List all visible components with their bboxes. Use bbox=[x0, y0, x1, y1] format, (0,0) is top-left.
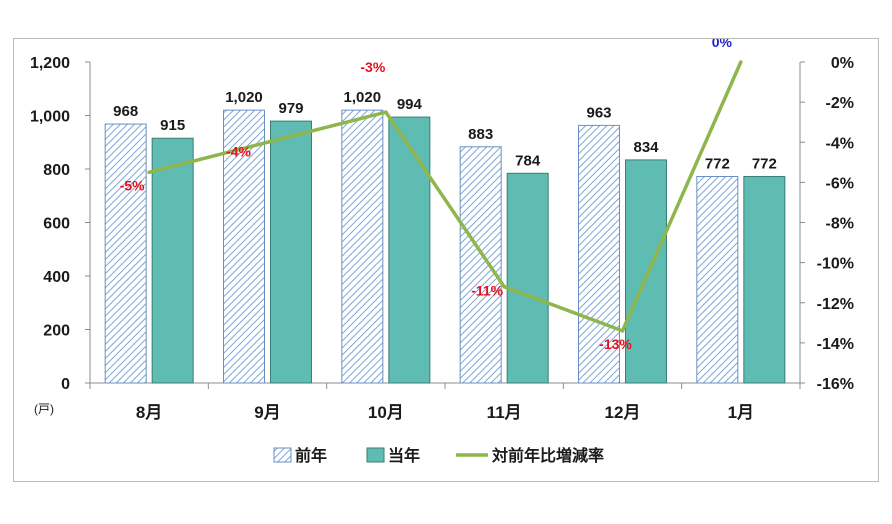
bar-prev-year bbox=[696, 175, 739, 384]
bar-current-year-label: 772 bbox=[752, 155, 777, 172]
rate-point bbox=[265, 140, 270, 145]
y-left-tick-label: 1,200 bbox=[30, 55, 70, 72]
chart: 0 200 400 600 800 1,000 1,200 (戸) -16% -14% -12% -1… bbox=[30, 39, 854, 465]
bar-prev-year-label: 772 bbox=[705, 155, 730, 172]
x-tick-label: 1月 bbox=[728, 403, 754, 422]
legend-current-year-label: 当年 bbox=[388, 446, 420, 465]
y-right-tick-label: -12% bbox=[817, 296, 854, 313]
y-right-tick-label: -6% bbox=[826, 175, 854, 192]
bar-current-year-label: 784 bbox=[515, 152, 541, 169]
x-tick-label: 9月 bbox=[254, 403, 280, 422]
y-left-tick-label: 200 bbox=[43, 323, 70, 340]
y-left-tick-label: 1,000 bbox=[30, 109, 70, 126]
rate-label: -11% bbox=[471, 283, 503, 299]
y-right-tick-label: -14% bbox=[817, 336, 854, 353]
bar-prev-year bbox=[223, 109, 265, 384]
y-left-tick-label: 0 bbox=[61, 376, 70, 393]
x-tick-label: 10月 bbox=[368, 403, 404, 422]
bar-current-year bbox=[625, 159, 667, 384]
rate-label: -13% bbox=[599, 336, 632, 352]
bar-prev-year-label: 1,020 bbox=[344, 89, 382, 106]
labels-layer: 968 915 1,020 979 1,020 994 883 784 963 834 772 772… bbox=[113, 39, 777, 352]
legend-rate-label: 対前年比増減率 bbox=[491, 446, 604, 465]
bar-current-year-label: 915 bbox=[160, 117, 185, 134]
rate-line-layer bbox=[147, 60, 743, 333]
legend-prev-year-label: 前年 bbox=[295, 446, 327, 465]
bar-current-year-label: 979 bbox=[278, 100, 303, 117]
bar-prev-year bbox=[104, 123, 147, 384]
bar-prev-year bbox=[341, 109, 384, 384]
x-tick-label: 11月 bbox=[487, 403, 522, 422]
rate-point bbox=[384, 110, 388, 114]
y-left-tick-label: 400 bbox=[43, 269, 70, 286]
rate-label: -5% bbox=[120, 177, 145, 193]
x-tick-label: 8月 bbox=[136, 403, 162, 422]
rate-point bbox=[620, 329, 625, 333]
bar-current-year-label: 994 bbox=[397, 96, 423, 113]
y-left-tick-label: 800 bbox=[43, 162, 70, 179]
bar-current-year bbox=[270, 120, 312, 384]
bar-current-year bbox=[388, 116, 431, 384]
x-tick-label: 12月 bbox=[605, 403, 641, 422]
bar-current-year bbox=[151, 137, 194, 384]
rate-label: -3% bbox=[360, 59, 385, 75]
bar-prev-year-label: 1,020 bbox=[225, 89, 263, 106]
rate-line bbox=[148, 61, 743, 333]
y-right-tick-label: -4% bbox=[826, 135, 854, 152]
bar-prev-year bbox=[459, 146, 502, 384]
y-left-tick-label: 600 bbox=[43, 216, 70, 233]
axes-layer: 0 200 400 600 800 1,000 1,200 (戸) -16% -14% -12% -1… bbox=[30, 55, 854, 422]
rate-label: 0% bbox=[712, 39, 733, 50]
bar-current-year bbox=[743, 175, 786, 384]
y-right-tick-label: 0% bbox=[831, 55, 854, 72]
legend-current-year-swatch bbox=[366, 447, 385, 463]
rate-point bbox=[502, 284, 506, 289]
legend-prev-year-swatch bbox=[273, 447, 292, 463]
y-right-tick-label: -8% bbox=[826, 216, 854, 233]
bar-current-year bbox=[506, 172, 549, 384]
legend: 前年 当年 対前年比増減率 bbox=[273, 446, 604, 465]
chart-frame: 0 200 400 600 800 1,000 1,200 (戸) -16% -14% -12% -1… bbox=[13, 38, 879, 482]
bar-prev-year bbox=[578, 124, 620, 384]
rate-label: -4% bbox=[226, 143, 251, 159]
y-right-tick-label: -2% bbox=[826, 95, 854, 112]
y-right-tick-label: -10% bbox=[817, 256, 854, 273]
bar-prev-year-label: 968 bbox=[113, 103, 138, 120]
bar-prev-year-label: 883 bbox=[468, 126, 493, 143]
bar-prev-year-label: 963 bbox=[586, 104, 611, 121]
y-right-tick-label: -16% bbox=[817, 376, 854, 393]
rate-point bbox=[147, 170, 151, 175]
rate-point bbox=[739, 60, 743, 64]
bar-current-year-label: 834 bbox=[633, 139, 659, 156]
y-left-unit: (戸) bbox=[34, 402, 54, 416]
bars-layer bbox=[104, 109, 786, 384]
